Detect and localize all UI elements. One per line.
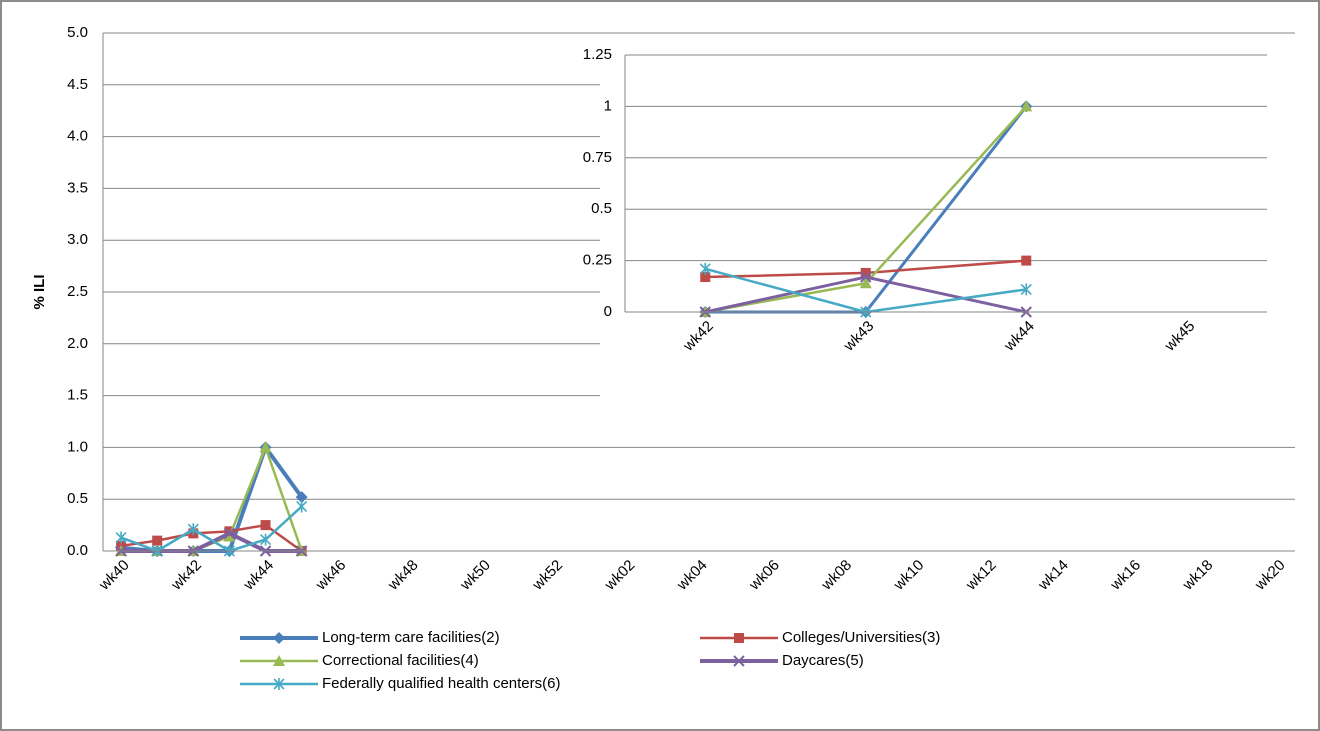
y-tick-label: 4.0 — [67, 128, 88, 145]
y-tick-label: 0 — [604, 303, 612, 320]
series-line — [120, 523, 303, 553]
y-tick-label: 1 — [604, 97, 612, 114]
marker — [223, 527, 236, 540]
y-tick-label: 1.25 — [583, 46, 612, 63]
marker — [152, 535, 163, 546]
marker — [860, 271, 872, 283]
y-tick-label: 1.5 — [67, 387, 88, 404]
y-tick-label: 0.75 — [583, 149, 612, 166]
y-axis-title: % ILI — [31, 274, 48, 309]
series-line — [120, 505, 303, 553]
inset-background — [600, 38, 1310, 400]
marker — [699, 262, 711, 275]
legend-label: Correctional facilities(4) — [322, 652, 479, 669]
legend-label: Daycares(5) — [782, 652, 864, 669]
y-tick-label: 1.0 — [67, 438, 88, 455]
y-tick-label: 0.5 — [67, 490, 88, 507]
marker — [115, 531, 127, 544]
marker — [260, 520, 271, 531]
marker — [259, 533, 272, 546]
marker — [295, 491, 308, 504]
y-tick-label: 3.5 — [67, 179, 88, 196]
marker — [700, 272, 711, 283]
y-tick-label: 0.25 — [583, 252, 612, 269]
marker — [734, 633, 744, 643]
marker — [273, 632, 285, 644]
marker — [1021, 255, 1032, 266]
marker — [733, 655, 745, 667]
y-tick-label: 0.0 — [67, 542, 88, 559]
marker — [1020, 100, 1033, 112]
marker — [223, 530, 236, 542]
marker — [859, 277, 872, 289]
y-tick-label: 2.0 — [67, 335, 88, 352]
y-tick-label: 3.0 — [67, 231, 88, 248]
marker — [259, 441, 272, 453]
legend-label: Long-term care facilities(2) — [322, 629, 500, 646]
marker — [860, 267, 871, 278]
y-tick-label: 5.0 — [67, 24, 88, 41]
y-tick-label: 2.5 — [67, 283, 88, 300]
y-tick-label: 0.5 — [591, 200, 612, 217]
legend-label: Federally qualified health centers(6) — [322, 675, 560, 692]
legend-label: Colleges/Universities(3) — [782, 629, 940, 646]
marker — [273, 678, 285, 690]
y-tick-label: 4.5 — [67, 76, 88, 93]
marker — [187, 523, 199, 536]
marker — [296, 500, 308, 513]
marker — [273, 655, 285, 666]
marker — [1020, 283, 1032, 296]
